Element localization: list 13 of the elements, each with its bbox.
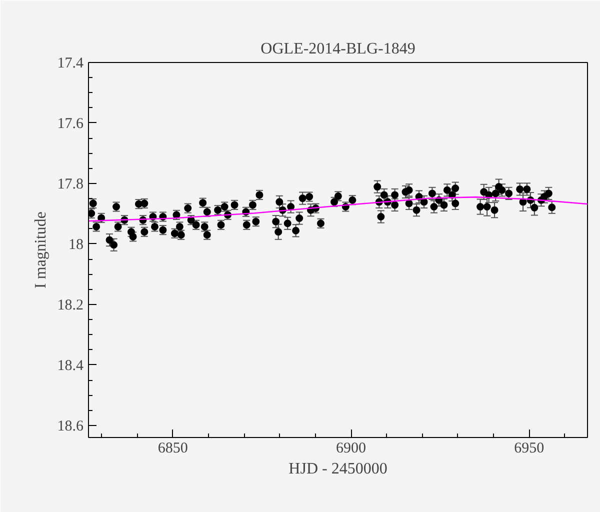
x-tick-label: 6850 [158, 440, 188, 456]
y-tick-label: 18.4 [57, 358, 84, 374]
y-tick-label: 17.6 [57, 116, 84, 132]
y-tick-label: 18 [68, 236, 84, 253]
y-tick-label: 17.4 [57, 56, 84, 72]
x-axis-title: HJD - 2450000 [288, 460, 388, 478]
y-axis-title: I magnitude [32, 212, 50, 288]
y-tick-label: 18.2 [57, 297, 84, 314]
x-tick-label: 6950 [514, 440, 544, 456]
y-tick-label: 17.8 [57, 176, 84, 192]
x-tick-label: 6900 [336, 440, 366, 456]
chart-title: OGLE-2014-BLG-1849 [260, 40, 416, 58]
y-tick-label: 18.6 [57, 418, 84, 434]
